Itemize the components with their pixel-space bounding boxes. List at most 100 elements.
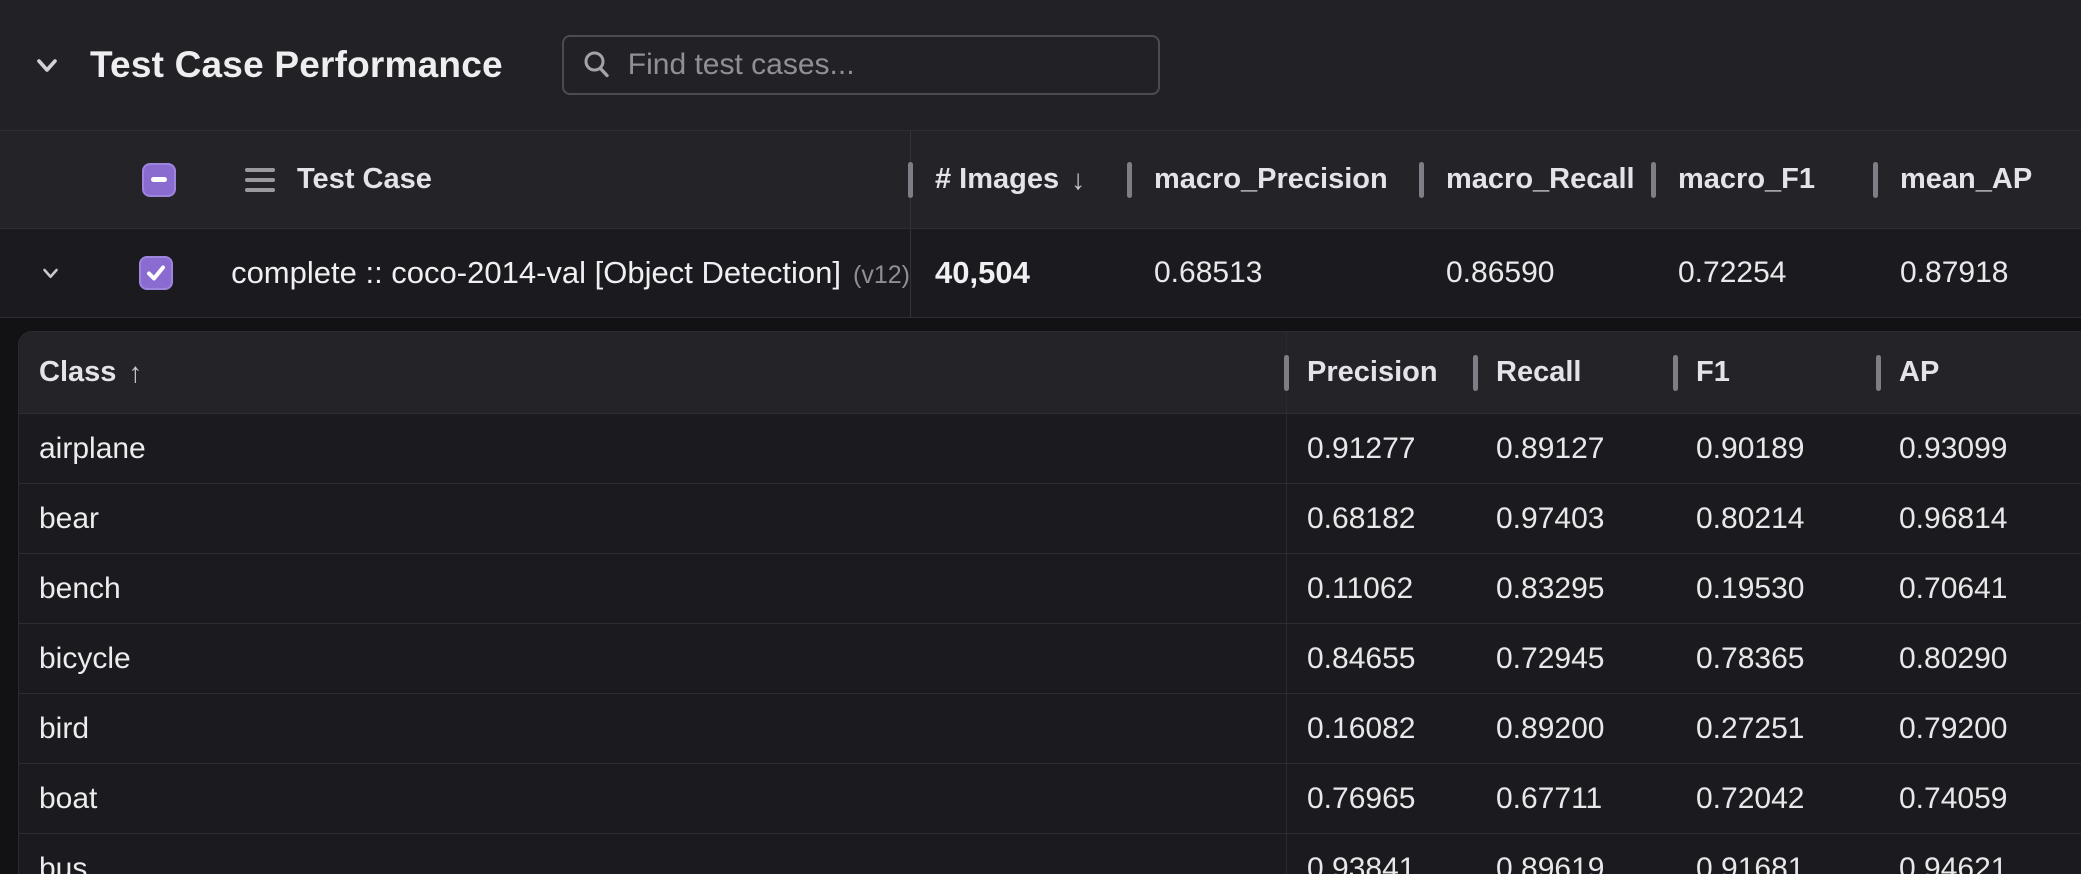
ap-value: 0.96814 (1899, 501, 2008, 535)
column-resize-handle[interactable] (1873, 161, 1878, 198)
column-header-macro-f1-cell[interactable]: macro_F1 (1651, 131, 1876, 228)
column-resize-handle[interactable] (1473, 354, 1478, 391)
column-header-class-cell[interactable]: Class ↑ (19, 332, 1286, 413)
column-header-macro-f1[interactable]: macro_F1 (1678, 163, 1816, 195)
test-case-name-cell: complete :: coco-2014-val [Object Detect… (0, 229, 910, 317)
column-header-class[interactable]: Class (39, 356, 117, 388)
column-resize-handle[interactable] (1876, 354, 1881, 391)
test-case-row[interactable]: complete :: coco-2014-val [Object Detect… (0, 229, 2081, 318)
table-row[interactable]: bicycle 0.84655 0.72945 0.78365 0.80290 (19, 624, 2081, 694)
precision-value: 0.76965 (1286, 764, 1476, 833)
recall-value: 0.83295 (1496, 571, 1605, 605)
search-input[interactable] (613, 37, 1158, 93)
column-resize-handle[interactable] (908, 161, 913, 198)
images-count: 40,504 (910, 229, 1130, 317)
search-icon (584, 51, 609, 78)
check-icon (147, 265, 166, 281)
menu-icon[interactable] (245, 167, 275, 192)
f1-value: 0.80214 (1696, 501, 1805, 535)
macro-recall-value: 0.86590 (1446, 256, 1555, 289)
column-header-ap[interactable]: AP (1899, 356, 1940, 388)
ap-value: 0.74059 (1899, 781, 2008, 815)
column-resize-handle[interactable] (1651, 161, 1656, 198)
recall-value: 0.89127 (1496, 431, 1605, 465)
precision-value: 0.68182 (1286, 484, 1476, 553)
row-checkbox[interactable] (139, 256, 174, 290)
table-row[interactable]: bird 0.16082 0.89200 0.27251 0.79200 (19, 694, 2081, 764)
column-header-ap-cell[interactable]: AP (1876, 332, 2081, 413)
column-header-recall[interactable]: Recall (1496, 356, 1582, 388)
table-row[interactable]: bear 0.68182 0.97403 0.80214 0.96814 (19, 484, 2081, 554)
f1-value: 0.78365 (1696, 641, 1805, 675)
f1-value: 0.90189 (1696, 431, 1805, 465)
table-row[interactable]: airplane 0.91277 0.89127 0.90189 0.93099 (19, 414, 2081, 484)
ap-value: 0.94621 (1899, 851, 2008, 874)
column-header-macro-precision[interactable]: macro_Precision (1154, 163, 1388, 195)
recall-value: 0.72945 (1496, 641, 1605, 675)
class-name: airplane (39, 431, 146, 465)
column-header-recall-cell[interactable]: Recall (1473, 332, 1676, 413)
macro-precision-value: 0.68513 (1154, 256, 1263, 289)
ap-value: 0.70641 (1899, 571, 2008, 605)
table-row[interactable]: boat 0.76965 0.67711 0.72042 0.74059 (19, 764, 2081, 834)
f1-value: 0.27251 (1696, 711, 1805, 745)
recall-value: 0.97403 (1496, 501, 1605, 535)
class-name: bus (39, 851, 88, 874)
class-metrics-table: Class ↑ Precision Recall F1 AP airplane … (18, 331, 2081, 874)
precision-value: 0.93841 (1286, 834, 1476, 874)
test-case-table-header: Test Case # Images ↓ macro_Precision mac… (0, 131, 2081, 229)
test-case-header-cell: Test Case (0, 131, 910, 228)
column-header-test-case[interactable]: Test Case (297, 163, 432, 195)
expand-chevron-icon[interactable] (40, 259, 61, 287)
class-name: boat (39, 781, 98, 815)
column-header-macro-recall[interactable]: macro_Recall (1446, 163, 1635, 195)
column-header-precision[interactable]: Precision (1307, 356, 1438, 388)
precision-value: 0.91277 (1286, 414, 1476, 483)
column-header-f1[interactable]: F1 (1696, 356, 1730, 388)
class-name: bicycle (39, 641, 131, 675)
column-resize-handle[interactable] (1419, 161, 1424, 198)
recall-value: 0.89200 (1496, 711, 1605, 745)
column-header-precision-cell[interactable]: Precision (1284, 332, 1476, 413)
column-header-images[interactable]: # Images (935, 163, 1060, 195)
column-resize-handle[interactable] (1673, 354, 1678, 391)
f1-value: 0.91681 (1696, 851, 1805, 874)
f1-value: 0.72042 (1696, 781, 1805, 815)
macro-f1-value: 0.72254 (1678, 256, 1787, 289)
indeterminate-icon (151, 177, 167, 182)
class-table-header: Class ↑ Precision Recall F1 AP (19, 332, 2081, 414)
column-header-macro-precision-cell[interactable]: macro_Precision (1127, 131, 1422, 228)
test-case-label: complete :: coco-2014-val [Object Detect… (231, 255, 910, 291)
panel-title-bar: Test Case Performance (0, 0, 2081, 131)
column-header-images-cell[interactable]: # Images ↓ (908, 131, 1130, 228)
chevron-down-icon (37, 59, 57, 72)
class-name: bird (39, 711, 90, 745)
mean-ap-value: 0.87918 (1900, 256, 2009, 289)
test-case-name: complete :: coco-2014-val [Object Detect… (231, 255, 842, 290)
f1-value: 0.19530 (1696, 571, 1805, 605)
column-resize-handle[interactable] (1127, 161, 1132, 198)
precision-value: 0.11062 (1286, 554, 1476, 623)
column-resize-handle[interactable] (1284, 354, 1289, 391)
precision-value: 0.16082 (1286, 694, 1476, 763)
ap-value: 0.79200 (1899, 711, 2008, 745)
select-all-checkbox[interactable] (142, 162, 176, 197)
page-title: Test Case Performance (90, 44, 503, 85)
recall-value: 0.67711 (1496, 781, 1603, 815)
sort-asc-icon: ↑ (128, 356, 143, 388)
class-name: bear (39, 501, 100, 535)
table-row[interactable]: bus 0.93841 0.89619 0.91681 0.94621 (19, 834, 2081, 874)
test-case-version: (v12) (853, 261, 910, 289)
search-box (561, 35, 1160, 95)
ap-value: 0.93099 (1899, 431, 2008, 465)
column-header-mean-ap[interactable]: mean_AP (1900, 163, 2033, 195)
precision-value: 0.84655 (1286, 624, 1476, 693)
class-name: bench (39, 571, 121, 605)
recall-value: 0.89619 (1496, 851, 1605, 874)
column-header-macro-recall-cell[interactable]: macro_Recall (1419, 131, 1654, 228)
column-header-f1-cell[interactable]: F1 (1673, 332, 1879, 413)
panel-collapse-button[interactable] (30, 48, 64, 82)
table-row[interactable]: bench 0.11062 0.83295 0.19530 0.70641 (19, 554, 2081, 624)
ap-value: 0.80290 (1899, 641, 2008, 675)
column-header-mean-ap-cell[interactable]: mean_AP (1873, 131, 2081, 228)
